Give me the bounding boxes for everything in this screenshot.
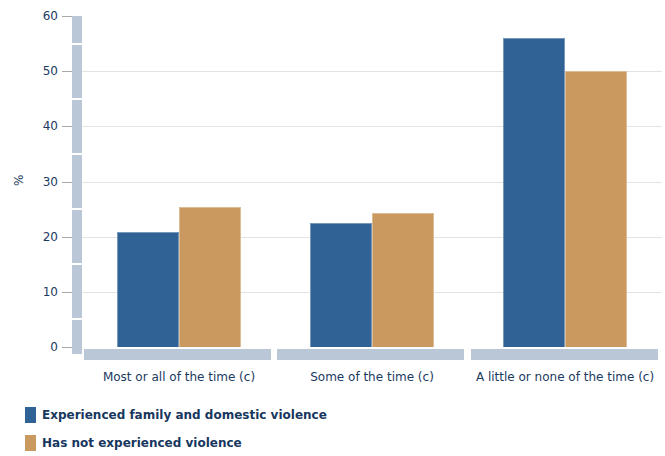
legend-swatch-tan xyxy=(25,435,36,451)
y-axis-band-gap xyxy=(72,43,82,45)
x-axis-band-segment xyxy=(84,349,271,360)
legend-label: Experienced family and domestic violence xyxy=(42,408,327,422)
y-tick-mark-0 xyxy=(62,347,72,348)
y-tick-mark-40 xyxy=(62,126,72,127)
y-tick-label-40: 40 xyxy=(18,119,58,133)
bar-tan-3 xyxy=(565,71,627,347)
bar-tan-2 xyxy=(372,213,434,347)
y-tick-label-0: 0 xyxy=(18,340,58,354)
x-category-label: A little or none of the time (c) xyxy=(455,370,665,384)
y-axis-band xyxy=(72,16,82,354)
y-axis-band-gap xyxy=(72,153,82,155)
y-tick-mark-20 xyxy=(62,237,72,238)
x-category-label: Most or all of the time (c) xyxy=(69,370,289,384)
y-tick-label-30: 30 xyxy=(18,175,58,189)
y-axis-band-gap xyxy=(72,263,82,265)
y-axis-band-gap xyxy=(72,208,82,210)
y-tick-mark-30 xyxy=(62,182,72,183)
x-axis-band-segment xyxy=(277,349,464,360)
y-tick-label-20: 20 xyxy=(18,230,58,244)
bar-blue-3 xyxy=(503,38,565,347)
x-category-label: Some of the time (c) xyxy=(262,370,482,384)
legend-swatch-blue xyxy=(25,407,36,423)
y-tick-mark-50 xyxy=(62,71,72,72)
bar-blue-1 xyxy=(117,232,179,347)
x-axis-band-segment xyxy=(471,349,658,360)
y-axis-band-gap xyxy=(72,318,82,320)
y-tick-mark-10 xyxy=(62,292,72,293)
legend: Experienced family and domestic violence… xyxy=(25,407,327,456)
y-tick-label-60: 60 xyxy=(18,9,58,23)
y-tick-mark-60 xyxy=(62,16,72,17)
legend-item: Experienced family and domestic violence xyxy=(25,407,327,423)
bar-tan-1 xyxy=(179,207,241,347)
bar-chart: % 0102030405060Most or all of the time (… xyxy=(0,0,665,456)
y-tick-label-10: 10 xyxy=(18,285,58,299)
y-axis-band-gap xyxy=(72,98,82,100)
legend-label: Has not experienced violence xyxy=(42,436,242,450)
y-tick-label-50: 50 xyxy=(18,64,58,78)
bar-blue-2 xyxy=(310,223,372,347)
legend-item: Has not experienced violence xyxy=(25,435,327,451)
